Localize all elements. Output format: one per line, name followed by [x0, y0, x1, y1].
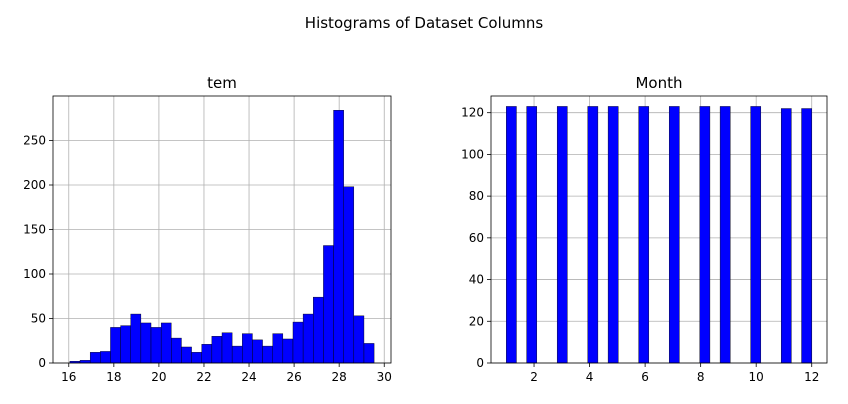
tem-histogram-bar [150, 327, 162, 364]
month-histogram-bar [638, 106, 650, 364]
month-x-tick-label: 4 [586, 370, 594, 384]
month-x-tick-label: 10 [749, 370, 764, 384]
tem-x-tick-label: 20 [151, 370, 166, 384]
tem-histogram-bar [181, 346, 192, 364]
month-histogram-bar [526, 106, 538, 364]
tem-histogram-bar [100, 351, 111, 364]
tem-chart-title: tem [207, 74, 237, 92]
tem-y-tick-label: 100 [23, 267, 46, 281]
tem-histogram-bar [242, 333, 253, 364]
tem-histogram-bar [211, 336, 223, 364]
tem-histogram-bar [160, 322, 172, 364]
tem-histogram-bar [343, 186, 355, 364]
month-y-tick-label: 100 [461, 147, 484, 161]
tem-histogram-bar [110, 327, 121, 364]
tem-histogram-bar [272, 333, 284, 364]
month-histogram-bar [719, 106, 731, 364]
tem-histogram-bar [89, 352, 101, 364]
month-y-tick-label: 120 [461, 106, 484, 120]
histogram-tem: tem 16 18 20 22 24 26 28 30 0 50 100 150 200 250 [23, 74, 392, 384]
tem-histogram-bar [323, 245, 334, 364]
month-histogram-bar [587, 106, 599, 364]
tem-x-tick-label: 30 [377, 370, 392, 384]
month-chart-title: Month [635, 74, 682, 92]
month-x-tick-label: 12 [804, 370, 819, 384]
month-y-tick-label: 0 [476, 356, 484, 370]
month-histogram-bar [801, 108, 812, 364]
tem-histogram-bar [140, 322, 152, 364]
month-histogram-bar [668, 106, 680, 364]
tem-histogram-bar [353, 315, 365, 364]
month-y-tick-label: 20 [469, 314, 484, 328]
month-histogram-bar [556, 106, 568, 364]
month-histogram-bar [506, 106, 517, 364]
tem-histogram-bar [79, 360, 91, 364]
tem-histogram-bar [171, 337, 182, 364]
tem-histogram-bar [313, 296, 324, 364]
tem-histogram-bar [252, 339, 263, 364]
tem-x-tick-label: 26 [286, 370, 301, 384]
month-histogram-bar [699, 106, 711, 364]
month-x-tick-label: 8 [697, 370, 705, 384]
tem-x-tick-label: 24 [241, 370, 256, 384]
tem-histogram-bar [120, 325, 131, 364]
tem-histogram-bar [292, 321, 304, 364]
tem-y-tick-label: 200 [23, 178, 46, 192]
month-axes-frame [490, 95, 828, 364]
month-x-tick-label: 2 [530, 370, 538, 384]
month-histogram-bar [780, 108, 792, 364]
month-y-tick-label: 60 [469, 231, 484, 245]
tem-x-tick-label: 22 [196, 370, 211, 384]
tem-y-tick-label: 0 [38, 356, 46, 370]
tem-histogram-bar [221, 332, 233, 364]
figure-suptitle: Histograms of Dataset Columns [305, 14, 544, 32]
tem-x-tick-label: 18 [106, 370, 121, 384]
tem-histogram-bar [231, 345, 243, 364]
month-x-tick-label: 6 [641, 370, 649, 384]
tem-y-tick-label: 50 [31, 312, 46, 326]
tem-histogram-bar [302, 313, 314, 364]
month-histogram-bar [750, 106, 762, 364]
tem-histogram-bar [333, 110, 344, 364]
tem-histogram-bar [262, 345, 273, 364]
month-histogram-bar [607, 106, 619, 364]
month-y-tick-label: 80 [469, 189, 484, 203]
tem-y-tick-label: 150 [23, 223, 46, 237]
tem-x-tick-label: 28 [332, 370, 347, 384]
tem-x-tick-label: 16 [61, 370, 76, 384]
tem-y-tick-label: 250 [23, 134, 46, 148]
tem-histogram-bar [191, 352, 202, 364]
tem-histogram-bar [201, 344, 213, 364]
tem-histogram-bar [130, 313, 142, 364]
month-y-tick-label: 40 [469, 273, 484, 287]
tem-histogram-bar [282, 338, 294, 364]
tem-histogram-bar [363, 343, 375, 364]
